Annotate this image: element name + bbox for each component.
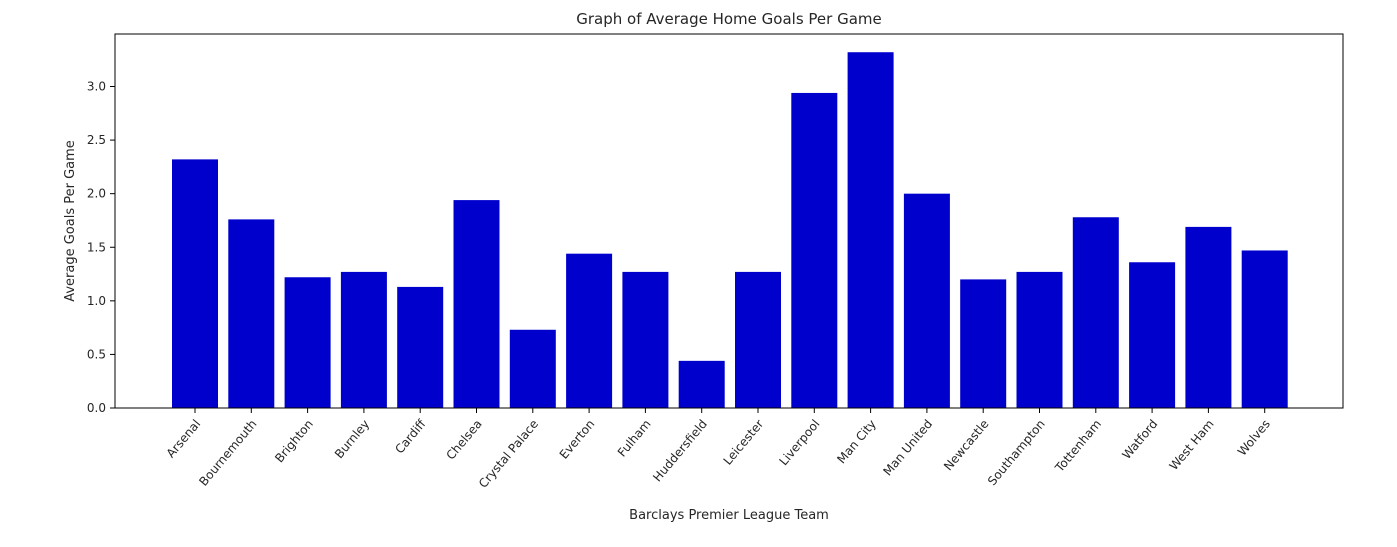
bar bbox=[622, 271, 669, 408]
y-tick-label: 2.5 bbox=[87, 133, 106, 147]
y-tick-label: 3.0 bbox=[87, 80, 106, 94]
bar bbox=[678, 360, 725, 408]
bar bbox=[340, 271, 387, 408]
y-tick-label: 1.5 bbox=[87, 240, 106, 254]
x-tick-label: Newcastle bbox=[941, 417, 991, 473]
x-tick-label: Tottenham bbox=[1052, 417, 1104, 476]
x-tick-label: Liverpool bbox=[776, 417, 822, 468]
bar bbox=[453, 200, 500, 408]
bar bbox=[509, 329, 556, 408]
chart-title: Graph of Average Home Goals Per Game bbox=[576, 10, 882, 28]
x-tick-label: Wolves bbox=[1235, 417, 1273, 459]
bar bbox=[284, 277, 331, 408]
y-tick-label: 0.0 bbox=[87, 401, 106, 415]
x-tick-label: Leicester bbox=[721, 417, 767, 468]
bar bbox=[397, 286, 444, 408]
x-tick-label: Burnley bbox=[332, 417, 372, 461]
y-axis-label: Average Goals Per Game bbox=[63, 140, 78, 302]
y-tick-label: 0.5 bbox=[87, 347, 106, 361]
bar bbox=[172, 159, 218, 408]
x-tick-label: Man City bbox=[834, 417, 879, 466]
x-tick-label: Man United bbox=[880, 417, 935, 479]
bar bbox=[960, 279, 1007, 408]
bar bbox=[1072, 217, 1119, 408]
y-tick-label: 1.0 bbox=[87, 294, 106, 308]
x-tick-label: Cardiff bbox=[392, 416, 429, 456]
bar bbox=[228, 219, 275, 408]
x-tick-label: Watford bbox=[1119, 417, 1160, 462]
bar bbox=[566, 253, 613, 408]
x-axis-label: Barclays Premier League Team bbox=[629, 508, 829, 523]
bar bbox=[1129, 262, 1176, 408]
bar bbox=[903, 193, 950, 408]
x-tick-label: Huddersfield bbox=[650, 417, 710, 484]
x-tick-label: Arsenal bbox=[164, 417, 204, 461]
x-tick-label: West Ham bbox=[1167, 417, 1217, 473]
x-tick-label: Fulham bbox=[615, 417, 654, 460]
x-tick-label: Bournemouth bbox=[196, 417, 259, 489]
y-axis-ticks: 0.0 0.5 1.0 1.5 2.0 2.5 3.0 bbox=[87, 80, 115, 415]
bar bbox=[1185, 226, 1232, 408]
bar bbox=[1016, 271, 1063, 408]
bar bbox=[791, 92, 838, 408]
x-tick-label: Crystal Palace bbox=[476, 417, 541, 491]
y-tick-label: 2.0 bbox=[87, 187, 106, 201]
bar bbox=[1241, 250, 1288, 408]
x-tick-label: Brighton bbox=[272, 417, 316, 465]
bar bbox=[847, 52, 894, 408]
bars-group bbox=[172, 52, 1288, 408]
x-tick-label: Chelsea bbox=[443, 417, 484, 463]
x-tick-label: Southampton bbox=[985, 417, 1048, 488]
plot-area-frame bbox=[114, 33, 1344, 409]
x-tick-label: Everton bbox=[557, 417, 598, 462]
bar bbox=[735, 271, 781, 408]
